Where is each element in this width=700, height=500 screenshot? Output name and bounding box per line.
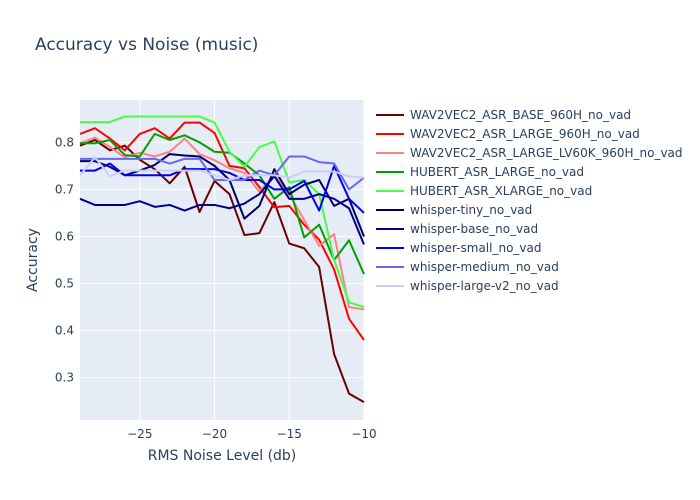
series-line-7 <box>80 162 365 214</box>
y-tick-label: 0.7 <box>55 182 74 196</box>
y-tick-label: 0.5 <box>55 277 74 291</box>
y-tick-label: 0.8 <box>55 135 74 149</box>
series-line-6 <box>79 175 365 245</box>
legend-entry-9: whisper-large-v2_no_vad <box>410 279 559 293</box>
series-line-1 <box>79 121 365 341</box>
legend-entry-0: WAV2VEC2_ASR_BASE_960H_no_vad <box>410 108 631 122</box>
chart-title: Accuracy vs Noise (music) <box>35 35 258 55</box>
series-line-2 <box>79 136 365 311</box>
x-tick-label: −20 <box>202 427 227 441</box>
series-lines <box>79 115 365 403</box>
legend: WAV2VEC2_ASR_BASE_960H_no_vad WAV2VEC2_AS… <box>376 108 683 293</box>
x-tick-label: −25 <box>127 427 152 441</box>
y-tick-label: 0.6 <box>55 229 74 243</box>
series-line-9 <box>79 156 365 181</box>
legend-entry-7: whisper-small_no_vad <box>410 241 541 255</box>
tick-labels: 0.3 0.4 0.5 0.6 0.7 0.8 −25 −20 −15 −10 <box>55 135 377 441</box>
y-tick-label: 0.4 <box>55 324 74 338</box>
series-line-4 <box>80 115 365 309</box>
legend-entry-2: WAV2VEC2_ASR_LARGE_LV60K_960H_no_vad <box>410 146 683 160</box>
series-line-3 <box>80 132 365 275</box>
legend-entry-6: whisper-base_no_vad <box>410 222 538 236</box>
legend-entry-1: WAV2VEC2_ASR_LARGE_960H_no_vad <box>410 127 640 141</box>
series-line-8 <box>80 155 365 191</box>
x-tick-label: −15 <box>277 427 302 441</box>
plot-area <box>80 100 364 420</box>
y-tick-label: 0.3 <box>55 371 74 385</box>
legend-entry-3: HUBERT_ASR_LARGE_no_vad <box>410 165 584 179</box>
y-axis-title: Accuracy <box>25 228 41 292</box>
x-tick-label: −10 <box>351 427 376 441</box>
legend-entry-5: whisper-tiny_no_vad <box>410 203 532 217</box>
legend-entry-8: whisper-medium_no_vad <box>410 260 559 274</box>
legend-entry-4: HUBERT_ASR_XLARGE_no_vad <box>410 184 592 198</box>
grid <box>80 100 365 420</box>
x-axis-title: RMS Noise Level (db) <box>148 448 297 464</box>
